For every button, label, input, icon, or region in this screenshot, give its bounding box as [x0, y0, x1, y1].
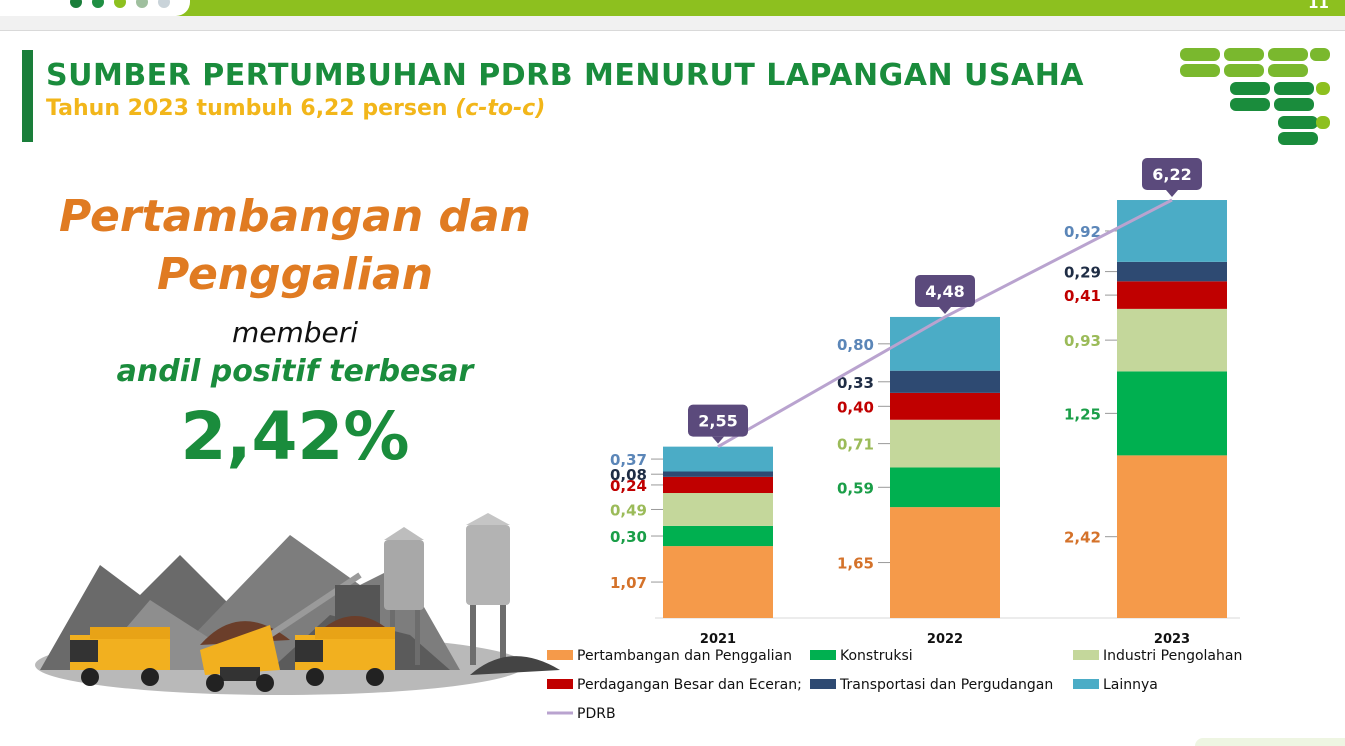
- legend-swatch: [1073, 650, 1099, 660]
- segment-label: 1,65: [837, 555, 874, 573]
- segment-label: 0,49: [610, 501, 647, 519]
- top-bar-dots-area: [0, 0, 190, 16]
- dot-5: [158, 0, 170, 8]
- legend-label: Konstruksi: [840, 648, 913, 664]
- page-title: SUMBER PERTUMBUHAN PDRB MENURUT LAPANGAN…: [46, 58, 1085, 93]
- legend-label: Industri Pengolahan: [1103, 648, 1242, 664]
- subtitle-main: Tahun 2023 tumbuh 6,22 persen: [46, 96, 456, 121]
- bar-segment: [663, 471, 773, 477]
- highlight-line-2: andil positif terbesar: [116, 354, 474, 389]
- legend-swatch: [547, 679, 573, 689]
- segment-label: 0,92: [1064, 223, 1101, 241]
- bar-segment: [1117, 371, 1227, 456]
- dot-4: [136, 0, 148, 8]
- bars-group: [663, 200, 1227, 618]
- highlight-value: 2,42%: [180, 398, 410, 475]
- category-label: 2022: [927, 632, 963, 647]
- mining-illustration: [35, 513, 560, 695]
- pdrb-badge-pointer: [939, 306, 951, 314]
- legend-label: Pertambangan dan Penggalian: [577, 648, 792, 664]
- pdrb-badge-label: 4,48: [925, 282, 964, 301]
- segment-label: 0,80: [837, 336, 874, 354]
- segment-label: 0,41: [1064, 287, 1101, 305]
- bar-segment: [890, 392, 1000, 420]
- bar-segment: [890, 316, 1000, 371]
- pdrb-stacked-chart: 1,07 0,30 0,49 0,240,080,37 1,65 0,59 0,71 0,40…: [547, 158, 1242, 722]
- legend-swatch: [1073, 679, 1099, 689]
- pdrb-badge-pointer: [1166, 190, 1178, 198]
- legend-label: PDRB: [577, 706, 616, 722]
- pdrb-line: [717, 198, 1173, 448]
- top-green-bar: 11: [0, 0, 1345, 16]
- bar-segment: [663, 446, 773, 472]
- pdrb-badge-label: 6,22: [1152, 165, 1191, 184]
- segment-label: 1,25: [1064, 405, 1101, 423]
- logo-text: SE2026: [1255, 143, 1259, 145]
- legend-label: Lainnya: [1103, 677, 1158, 693]
- dot-1: [70, 0, 82, 8]
- chart-legend: Pertambangan dan Penggalian Konstruksi Ind…: [547, 648, 1242, 722]
- segment-label: 0,24: [610, 477, 647, 495]
- pdrb-badge: [915, 274, 975, 307]
- legend-label: Transportasi dan Pergudangan: [839, 677, 1053, 693]
- se2026-logo: SE2026: [1180, 48, 1330, 145]
- bar-segment: [890, 467, 1000, 508]
- segment-label: 0,71: [837, 436, 874, 454]
- segment-label: 0,30: [610, 528, 647, 546]
- dot-3: [114, 0, 126, 8]
- segment-label: 2,42: [1064, 529, 1101, 547]
- bar-segment: [890, 370, 1000, 393]
- category-label: 2023: [1154, 632, 1190, 647]
- bar-segment: [663, 546, 773, 618]
- header-divider: [0, 16, 1345, 31]
- bar-segment: [1117, 281, 1227, 309]
- truck-right: [295, 616, 395, 686]
- page-subtitle: Tahun 2023 tumbuh 6,22 persen (c-to-c): [46, 96, 545, 121]
- legend-swatch: [547, 650, 573, 660]
- bar-segment: [1117, 261, 1227, 282]
- page-number: 11: [1308, 0, 1329, 12]
- segment-label: 0,37: [610, 451, 647, 469]
- pdrb-badge: [688, 404, 748, 437]
- truck-left: [70, 627, 170, 686]
- bar-segment: [663, 493, 773, 526]
- segment-label: 0,33: [837, 374, 874, 392]
- highlight-headline: Pertambangan dan Penggalian: [58, 191, 532, 300]
- bar-segment: [1117, 455, 1227, 618]
- segment-label: 0,08: [610, 466, 647, 484]
- segment-label: 0,29: [1064, 264, 1101, 282]
- legend-label: Perdagangan Besar dan Eceran;: [577, 677, 802, 693]
- dot-2: [92, 0, 104, 8]
- bar-segment: [1117, 308, 1227, 372]
- bar-segment: [663, 476, 773, 494]
- pdrb-badge-pointer: [712, 436, 724, 444]
- segment-labels: 1,07 0,30 0,49 0,240,080,37 1,65 0,59 0,71 0,40…: [610, 223, 1117, 592]
- category-labels: 2021 2022 2023: [700, 632, 1190, 647]
- bottom-decoration: [1195, 738, 1345, 746]
- bar-segment: [1117, 200, 1227, 262]
- segment-label: 1,07: [610, 574, 647, 592]
- pdrb-badge: [1142, 158, 1202, 191]
- segment-label: 0,93: [1064, 332, 1101, 350]
- title-accent-bar: [22, 50, 33, 142]
- segment-label: 0,59: [837, 479, 874, 497]
- legend-swatch: [810, 679, 836, 689]
- pdrb-badges: 2,55 4,48 6,22: [688, 158, 1202, 444]
- bar-segment: [890, 507, 1000, 618]
- bar-segment: [890, 419, 1000, 468]
- truck-middle: [200, 625, 280, 692]
- highlight-line-1: memberi: [231, 316, 359, 349]
- bar-segment: [663, 525, 773, 547]
- pdrb-badge-label: 2,55: [698, 412, 737, 431]
- legend-swatch: [810, 650, 836, 660]
- category-label: 2021: [700, 632, 736, 647]
- subtitle-em: (c-to-c): [455, 96, 546, 121]
- segment-label: 0,40: [837, 398, 874, 416]
